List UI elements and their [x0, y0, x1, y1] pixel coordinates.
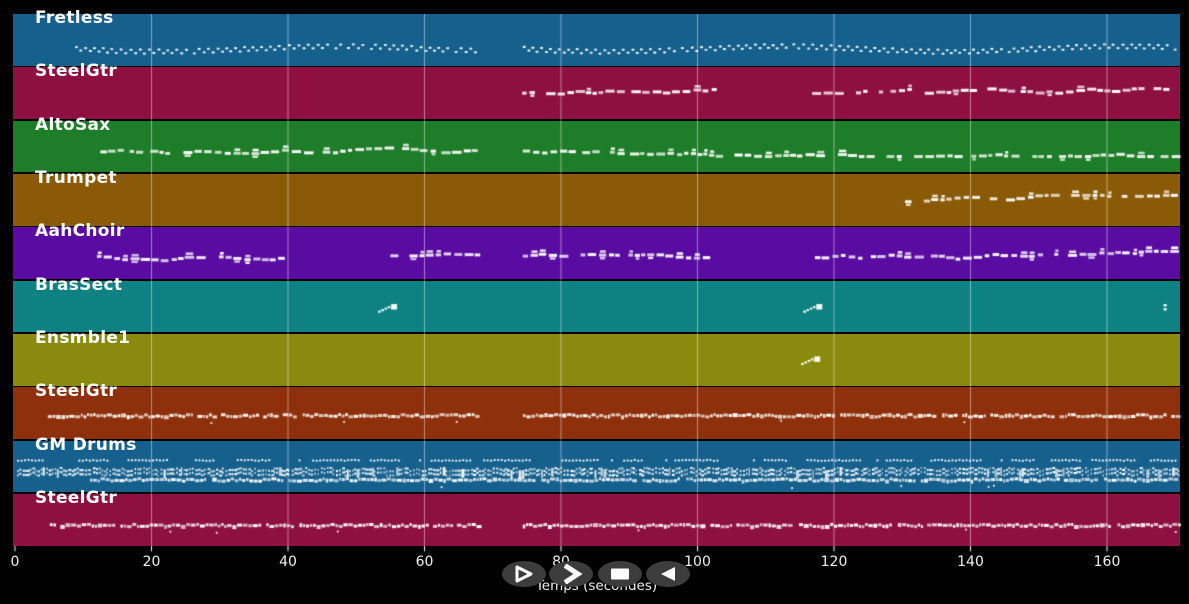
track-band: Trumpet: [13, 168, 1180, 226]
tick-label: 20: [142, 554, 161, 570]
play-button[interactable]: [502, 561, 546, 587]
rewind-button[interactable]: [646, 561, 690, 587]
axis-label: Temps (secondes): [535, 578, 658, 594]
track-band: Ensmble1: [13, 328, 1180, 386]
track-label: Trumpet: [35, 168, 117, 189]
track-label: Fretless: [35, 8, 114, 28]
track-band: BrasSect: [13, 275, 1180, 333]
track-band: AltoSax: [13, 115, 1180, 173]
tick-label: 120: [820, 554, 848, 570]
track-band: AahChoir: [13, 221, 1180, 279]
tick-label: 0: [10, 554, 20, 570]
track-band: SteelGtr: [13, 488, 1180, 546]
track-label: Ensmble1: [35, 328, 131, 349]
track-band: GM Drums: [13, 435, 1180, 493]
stop-button[interactable]: [598, 561, 642, 587]
tick-label: 60: [415, 554, 434, 570]
track-label: AltoSax: [35, 114, 111, 135]
track-band: SteelGtr: [13, 381, 1180, 440]
track-label: SteelGtr: [35, 488, 118, 509]
track-band: SteelGtr: [13, 61, 1180, 119]
tick-label: 140: [957, 554, 984, 570]
stop-icon: [611, 568, 629, 580]
track-label: SteelGtr: [35, 61, 118, 82]
tick-label: 160: [1093, 554, 1121, 570]
play-icon: [515, 565, 533, 583]
fast-forward-button[interactable]: [549, 561, 593, 587]
fast-forward-icon: [563, 564, 583, 584]
tick-label: 40: [279, 554, 297, 570]
track-band: Fretless: [13, 8, 1180, 66]
track-label: BrasSect: [35, 274, 123, 295]
rewind-icon: [661, 567, 675, 581]
track-label: SteelGtr: [35, 381, 118, 402]
track-label: AahChoir: [35, 221, 125, 242]
track-label: GM Drums: [35, 434, 137, 455]
